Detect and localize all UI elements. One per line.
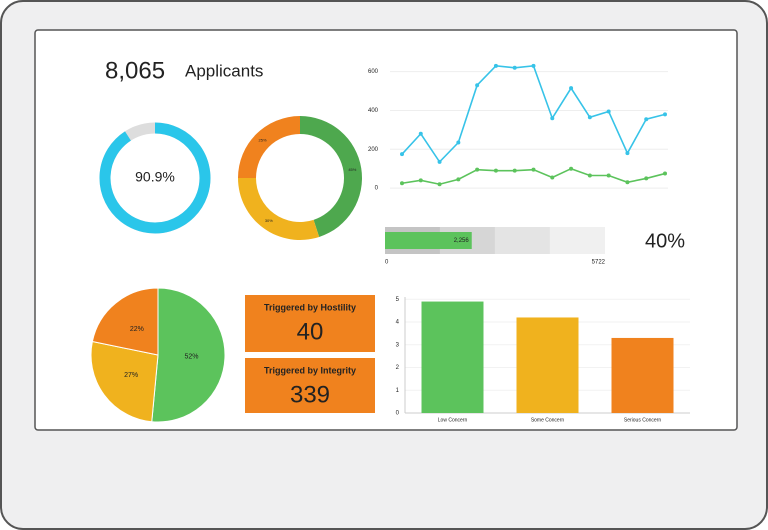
x-tick-label: 5722 — [592, 260, 606, 266]
line-point — [663, 112, 667, 117]
donut-segment — [237, 178, 320, 240]
bullet-range — [549, 227, 605, 254]
donut-label: 30% — [265, 218, 273, 223]
y-tick-label: 600 — [368, 69, 379, 75]
line-point — [493, 63, 498, 68]
donut-label: 45% — [348, 167, 356, 172]
kpi-value: 40 — [297, 318, 324, 345]
line-point — [437, 182, 442, 187]
x-tick-label: Low Concern — [438, 417, 468, 423]
x-tick-label: Some Concern — [531, 417, 565, 423]
line-point — [531, 63, 536, 68]
bullet-bar — [385, 232, 472, 249]
line-point — [550, 175, 555, 180]
pie-label: 52% — [184, 353, 198, 360]
stat-value: 40% — [645, 230, 685, 252]
line-point — [531, 167, 536, 172]
y-tick-label: 4 — [396, 320, 400, 326]
line-point — [587, 173, 592, 178]
line-point — [512, 65, 517, 70]
line-point — [400, 181, 404, 186]
gauge-arc — [99, 122, 211, 234]
line-point — [663, 171, 667, 176]
y-tick-label: 2 — [396, 365, 400, 371]
line-point — [644, 117, 649, 122]
line-point — [569, 166, 574, 171]
line-point — [437, 159, 442, 164]
line-point — [418, 178, 423, 183]
kpi-card — [245, 295, 375, 352]
y-tick-label: 0 — [396, 411, 400, 417]
bullet-range — [494, 227, 550, 254]
x-tick-label: 0 — [385, 260, 389, 266]
line-point — [625, 151, 630, 156]
line-point — [456, 140, 461, 145]
line-point — [475, 83, 480, 88]
stat-value: 8,065 — [105, 57, 165, 84]
kpi-title: Triggered by Hostility — [264, 302, 356, 312]
donut-segment — [300, 116, 362, 237]
line-point — [400, 152, 404, 157]
line-point — [569, 86, 574, 91]
pie-label: 27% — [124, 372, 138, 379]
line-point — [418, 131, 423, 136]
line-point — [493, 168, 498, 173]
pie-label: 22% — [130, 326, 144, 333]
bullet-label: 2,256 — [454, 238, 470, 244]
y-tick-label: 200 — [368, 147, 379, 153]
pie-slice — [90, 340, 159, 423]
donut-label: 25% — [259, 138, 267, 143]
line-point — [550, 116, 555, 121]
kpi-title: Triggered by Integrity — [264, 365, 356, 375]
line-point — [512, 168, 517, 173]
line-point — [625, 180, 630, 185]
line-point — [644, 176, 649, 181]
y-tick-label: 400 — [368, 108, 379, 114]
line-point — [606, 173, 611, 178]
line-point — [587, 115, 592, 120]
bar — [611, 337, 674, 413]
y-tick-label: 1 — [396, 388, 400, 394]
x-tick-label: Serious Concern — [624, 417, 661, 423]
line-point — [606, 109, 611, 114]
bar — [516, 317, 579, 413]
kpi-card — [245, 358, 375, 413]
pie-slice — [151, 287, 226, 423]
bar — [421, 301, 484, 413]
kpi-value: 339 — [290, 381, 330, 408]
pie-slice — [91, 287, 159, 356]
line-point — [456, 177, 461, 182]
y-tick-label: 3 — [396, 342, 400, 348]
gauge-label: 90.9% — [135, 169, 175, 185]
y-tick-label: 5 — [396, 297, 400, 303]
y-tick-label: 0 — [375, 186, 379, 192]
stat-title: Applicants — [185, 61, 263, 80]
line-point — [475, 167, 480, 172]
donut-segment — [238, 116, 300, 178]
